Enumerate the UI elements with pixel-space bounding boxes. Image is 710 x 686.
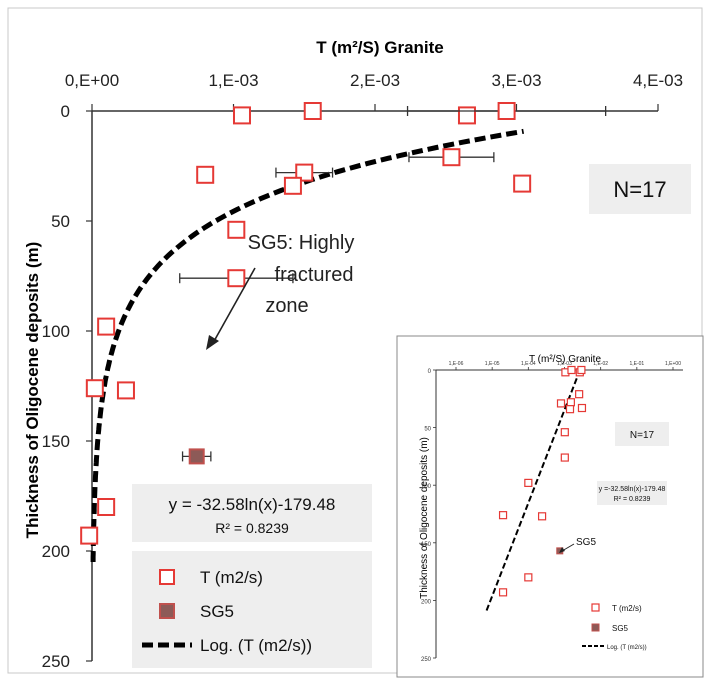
inset-x-tick-label: 1,E-04 [521, 361, 536, 367]
data-point [283, 176, 302, 195]
legend-marker-sg5 [159, 603, 175, 619]
main-chart: T (m²/S) Granite Thickness of Oligocene … [23, 38, 691, 671]
callout-line-1: SG5: Highly [248, 232, 355, 254]
data-point [513, 174, 532, 193]
main-trendline [90, 128, 525, 562]
inset-border [396, 335, 704, 678]
data-point [97, 317, 116, 336]
data-point [196, 165, 215, 184]
inset-callout-arrow [559, 543, 575, 553]
main-x-tick-label: 2,E-03 [350, 71, 400, 90]
main-x-tick-label: 0,E+00 [65, 71, 119, 90]
inset-x-tick-label: 1,E-01 [629, 361, 644, 367]
inset-r-squared: R² = 0.8239 [614, 496, 651, 503]
inset-data-point [524, 478, 533, 487]
n-box [589, 164, 691, 214]
main-y-tick-label: 0 [61, 102, 70, 121]
inset-data-points [498, 365, 587, 597]
main-axes: 0,E+00 1,E-03 2,E-03 3,E-03 4,E-03 0 50 100 150 2… [42, 71, 683, 671]
inset-x-tick-label: 1,E-05 [485, 361, 500, 367]
callout-arrow [206, 267, 256, 350]
inset-y-tick-label: 250 [421, 657, 432, 663]
legend-label-t: T (m2/s) [200, 568, 263, 587]
inset-legend-marker-t [591, 603, 600, 612]
data-point [85, 379, 104, 398]
data-point [303, 102, 322, 120]
data-point [227, 220, 246, 239]
inset-x-tick-label: 1,E-03 [557, 361, 572, 367]
callout-line-2: fractured [275, 264, 354, 286]
inset-data-point [498, 511, 508, 520]
inset-data-point [537, 512, 547, 521]
inset-y-tick-label: 200 [421, 599, 432, 605]
legend-label-log: Log. (T (m2/s)) [200, 636, 312, 655]
inset-x-tick-label: 1,E+00 [665, 361, 681, 367]
data-point [80, 526, 99, 545]
inset-y-tick-label: 0 [428, 369, 432, 375]
callout-line-3: zone [265, 295, 308, 317]
main-x-tick-label: 4,E-03 [633, 71, 683, 90]
main-chart-title: T (m²/S) Granite [316, 38, 444, 57]
equation-box [132, 484, 372, 542]
data-point [442, 148, 461, 167]
inset-y-tick-label: 150 [421, 542, 432, 548]
inset-data-point [575, 390, 584, 399]
main-x-tick-label: 1,E-03 [208, 71, 258, 90]
inset-sample-count: N=17 [630, 430, 655, 441]
inset-data-point [560, 453, 569, 462]
inset-axes: 1,E-06 1,E-05 1,E-04 1,E-03 1,E-02 1,E-01 1,E+… [421, 361, 683, 663]
inset-fit-line [485, 369, 581, 613]
inset-data-point [577, 365, 586, 375]
main-y-tick-label: 200 [42, 542, 70, 561]
inset-equation-box [597, 481, 667, 505]
legend-marker-t [159, 569, 175, 585]
inset-x-tick-label: 1,E-02 [593, 361, 608, 367]
data-point [116, 381, 135, 400]
main-y-tick-label: 50 [51, 212, 70, 231]
inset-data-point [565, 405, 575, 414]
inset-data-point [566, 398, 575, 407]
data-point [227, 269, 246, 288]
main-y-tick-label: 100 [42, 322, 70, 341]
data-point [295, 163, 314, 182]
inset-data-point [498, 588, 508, 597]
inset-data-point [560, 428, 569, 437]
inset-n-box [615, 422, 669, 446]
main-y-tick-label: 250 [42, 652, 70, 671]
inset-data-point [556, 399, 566, 408]
sample-count-label: N=17 [613, 177, 666, 202]
inset-title: T (m²/S) Granite [529, 354, 601, 365]
inset-data-point [524, 573, 533, 582]
inset-y-axis-label: Thickness of Oligocene deposits (m) [419, 437, 430, 599]
inset-y-tick-label: 100 [421, 484, 432, 490]
inset-data-point [577, 403, 587, 413]
r-squared-label: R² = 0.8239 [215, 520, 289, 536]
inset-equation: y =-32.58ln(x)-179.48 [599, 486, 666, 493]
data-point [497, 102, 516, 120]
data-point [232, 106, 251, 125]
trendline-path [90, 128, 525, 562]
inset-legend: T (m2/s) SG5 Log. (T (m2/s)) [582, 603, 647, 651]
main-y-tick-label: 150 [42, 432, 70, 451]
equation-label: y = -32.58ln(x)-179.48 [169, 495, 336, 514]
main-x-tick-label: 3,E-03 [491, 71, 541, 90]
inset-chart: T (m²/S) Granite Thickness of Oligocene … [396, 335, 704, 678]
legend-label-sg5: SG5 [200, 602, 234, 621]
inset-legend-label-sg5: SG5 [612, 624, 629, 633]
main-y-axis-label: Thickness of Oligocene deposits (m) [23, 242, 42, 539]
sg5-point [188, 448, 205, 465]
inset-y-tick-label: 50 [424, 427, 431, 433]
inset-data-point [567, 365, 576, 375]
inset-legend-marker-sg5 [591, 623, 600, 632]
inset-callout: SG5 [576, 537, 596, 548]
data-point [457, 106, 476, 125]
inset-x-tick-label: 1,E-06 [449, 361, 464, 367]
main-data-points [80, 102, 607, 545]
legend: T (m2/s) SG5 Log. (T (m2/s)) [132, 551, 372, 668]
inset-legend-label-t: T (m2/s) [612, 604, 642, 613]
data-point [97, 498, 116, 516]
inset-legend-label-log: Log. (T (m2/s)) [607, 645, 647, 651]
